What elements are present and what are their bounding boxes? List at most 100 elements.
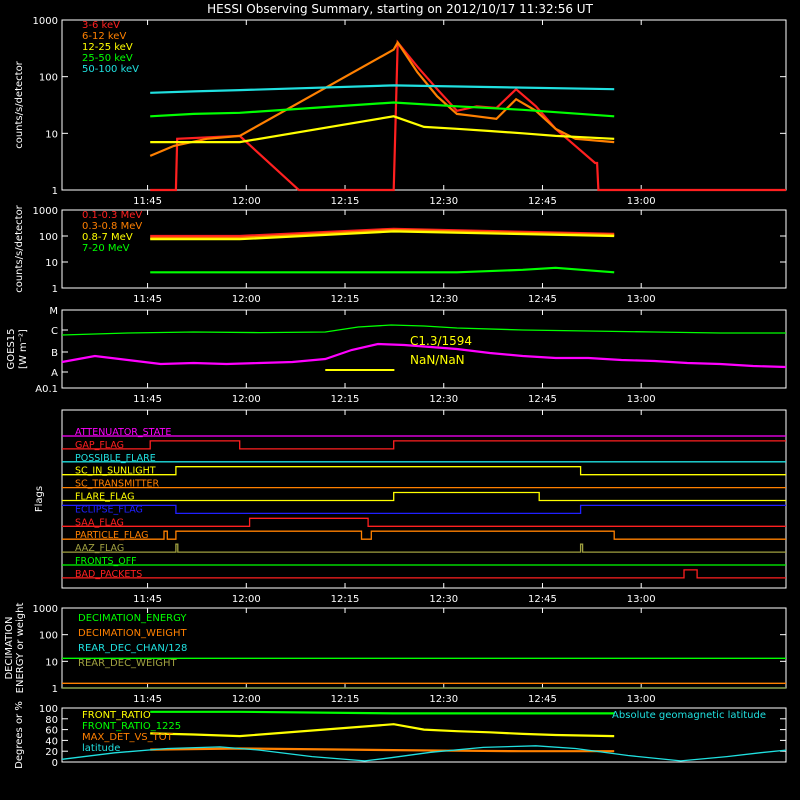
legend-entry: latitude bbox=[82, 743, 120, 754]
y-tick-label: 10 bbox=[45, 258, 58, 269]
legend-entry: REAR_DEC_WEIGHT bbox=[78, 658, 177, 669]
flag-line bbox=[62, 569, 786, 579]
time-tick-label: 12:00 bbox=[232, 294, 261, 305]
series-line bbox=[150, 747, 615, 753]
legend-entry: 7-20 MeV bbox=[82, 243, 130, 254]
flag-label: SC_TRANSMITTER bbox=[75, 479, 160, 490]
y-tick-label: 10 bbox=[45, 657, 58, 668]
panel-count-rates: 1 10 100 1000 11:45 12:00 12:15 12:30 12:45 13:00… bbox=[14, 16, 787, 207]
goes-nan-annotation: NaN/NaN bbox=[410, 353, 465, 367]
legend-entry: FRONT_RATIO_1225 bbox=[82, 721, 181, 732]
series-line bbox=[150, 230, 615, 241]
legend-entry: 12-25 keV bbox=[82, 42, 133, 53]
latitude-annotation: Absolute geomagnetic latitude bbox=[612, 710, 766, 721]
panel-frame bbox=[61, 309, 787, 389]
flag-label: ECLIPSE_FLAG bbox=[75, 504, 143, 515]
series-line bbox=[61, 745, 787, 762]
y-axis-label: Flags bbox=[34, 486, 45, 512]
legend-entry: DECIMATION_WEIGHT bbox=[78, 628, 187, 639]
y-tick-label: 20 bbox=[45, 747, 58, 758]
time-tick-label: 12:00 bbox=[232, 196, 261, 207]
flag-line bbox=[62, 530, 786, 540]
series-line bbox=[150, 266, 615, 274]
series-line bbox=[150, 39, 786, 192]
legend-entry: 25-50 keV bbox=[82, 53, 133, 64]
y-tick-label: 1 bbox=[52, 684, 58, 695]
time-tick-label: 12:45 bbox=[528, 694, 557, 705]
flag-label: POSSIBLE_FLARE bbox=[75, 453, 156, 464]
panel-frame bbox=[61, 209, 787, 289]
time-tick-label: 12:45 bbox=[528, 294, 557, 305]
time-tick-label: 11:45 bbox=[133, 294, 162, 305]
flag-line bbox=[62, 543, 786, 553]
flag-line bbox=[62, 491, 786, 502]
time-tick-label: 12:15 bbox=[331, 594, 360, 605]
legend-entry: FRONT_RATIO bbox=[82, 710, 151, 721]
y-tick-label: 100 bbox=[39, 631, 58, 642]
time-tick-label: 12:15 bbox=[331, 294, 360, 305]
time-tick-label: 12:15 bbox=[331, 394, 360, 405]
y-tick-label: 100 bbox=[39, 73, 58, 84]
series-line bbox=[150, 710, 615, 715]
y-tick-label: 1000 bbox=[33, 206, 58, 217]
panel-frame bbox=[61, 19, 787, 191]
time-tick-label: 13:00 bbox=[627, 694, 656, 705]
series-line bbox=[150, 84, 615, 94]
y-tick-label: 1000 bbox=[33, 16, 58, 27]
panel-high-energy: 1 10 100 1000 11:45 12:00 12:15 12:30 12:45 13:00… bbox=[14, 204, 787, 305]
y-axis-label: counts/s/detector bbox=[14, 204, 25, 292]
time-tick-label: 12:00 bbox=[232, 394, 261, 405]
y-axis-unit: [W m⁻²] bbox=[18, 329, 29, 369]
time-tick-label: 13:00 bbox=[627, 394, 656, 405]
page-title: HESSI Observing Summary, starting on 201… bbox=[207, 2, 593, 16]
time-tick-label: 12:30 bbox=[429, 394, 458, 405]
y-tick-label: 100 bbox=[39, 232, 58, 243]
flag-label: GAP_FLAG bbox=[75, 440, 124, 451]
time-tick-label: 12:00 bbox=[232, 594, 261, 605]
flag-label: PARTICLE_FLAG bbox=[75, 530, 148, 541]
legend-entry: DECIMATION_ENERGY bbox=[78, 613, 187, 624]
y-tick-label: A bbox=[51, 368, 58, 379]
time-tick-label: 11:45 bbox=[133, 394, 162, 405]
time-tick-label: 11:45 bbox=[133, 694, 162, 705]
legend-entry: 6-12 keV bbox=[82, 31, 126, 42]
flag-line bbox=[62, 440, 786, 450]
legend-entry: 0.3-0.8 MeV bbox=[82, 221, 142, 232]
flag-line bbox=[62, 466, 786, 476]
time-tick-label: 13:00 bbox=[627, 196, 656, 207]
flag-label: ATTENUATOR_STATE bbox=[75, 427, 171, 438]
panel-frame bbox=[61, 409, 787, 589]
flag-line bbox=[62, 517, 786, 527]
legend-entry: 0.1-0.3 MeV bbox=[82, 210, 142, 221]
y-tick-label: 60 bbox=[45, 726, 58, 737]
flag-label: BAD_PACKETS bbox=[75, 569, 142, 580]
time-tick-label: 11:45 bbox=[133, 594, 162, 605]
time-tick-label: 12:45 bbox=[528, 196, 557, 207]
y-axis-label: GOES15 bbox=[6, 328, 17, 369]
y-tick-label: 1 bbox=[52, 284, 58, 295]
y-tick-label: 100 bbox=[39, 704, 58, 715]
legend-entry: 50-100 keV bbox=[82, 64, 139, 75]
time-tick-label: 13:00 bbox=[627, 594, 656, 605]
y-axis-label: Degrees or % bbox=[14, 701, 25, 769]
y-tick-label: 40 bbox=[45, 736, 58, 747]
flag-label: AAZ_FLAG bbox=[75, 543, 124, 554]
time-tick-label: 12:45 bbox=[528, 394, 557, 405]
time-tick-label: 12:00 bbox=[232, 694, 261, 705]
time-tick-label: 13:00 bbox=[627, 294, 656, 305]
time-tick-label: 12:15 bbox=[331, 196, 360, 207]
series-line bbox=[61, 342, 787, 369]
y-axis-label: counts/s/detector bbox=[14, 60, 25, 148]
time-tick-label: 12:15 bbox=[331, 694, 360, 705]
y-tick-label: 10 bbox=[45, 129, 58, 140]
series-line bbox=[61, 324, 786, 336]
time-tick-label: 11:45 bbox=[133, 196, 162, 207]
y-tick-label: 80 bbox=[45, 715, 58, 726]
time-tick-label: 12:45 bbox=[528, 594, 557, 605]
y-tick-label: 0 bbox=[52, 758, 58, 769]
series-line bbox=[150, 115, 615, 144]
y-tick-label: B bbox=[51, 348, 58, 359]
